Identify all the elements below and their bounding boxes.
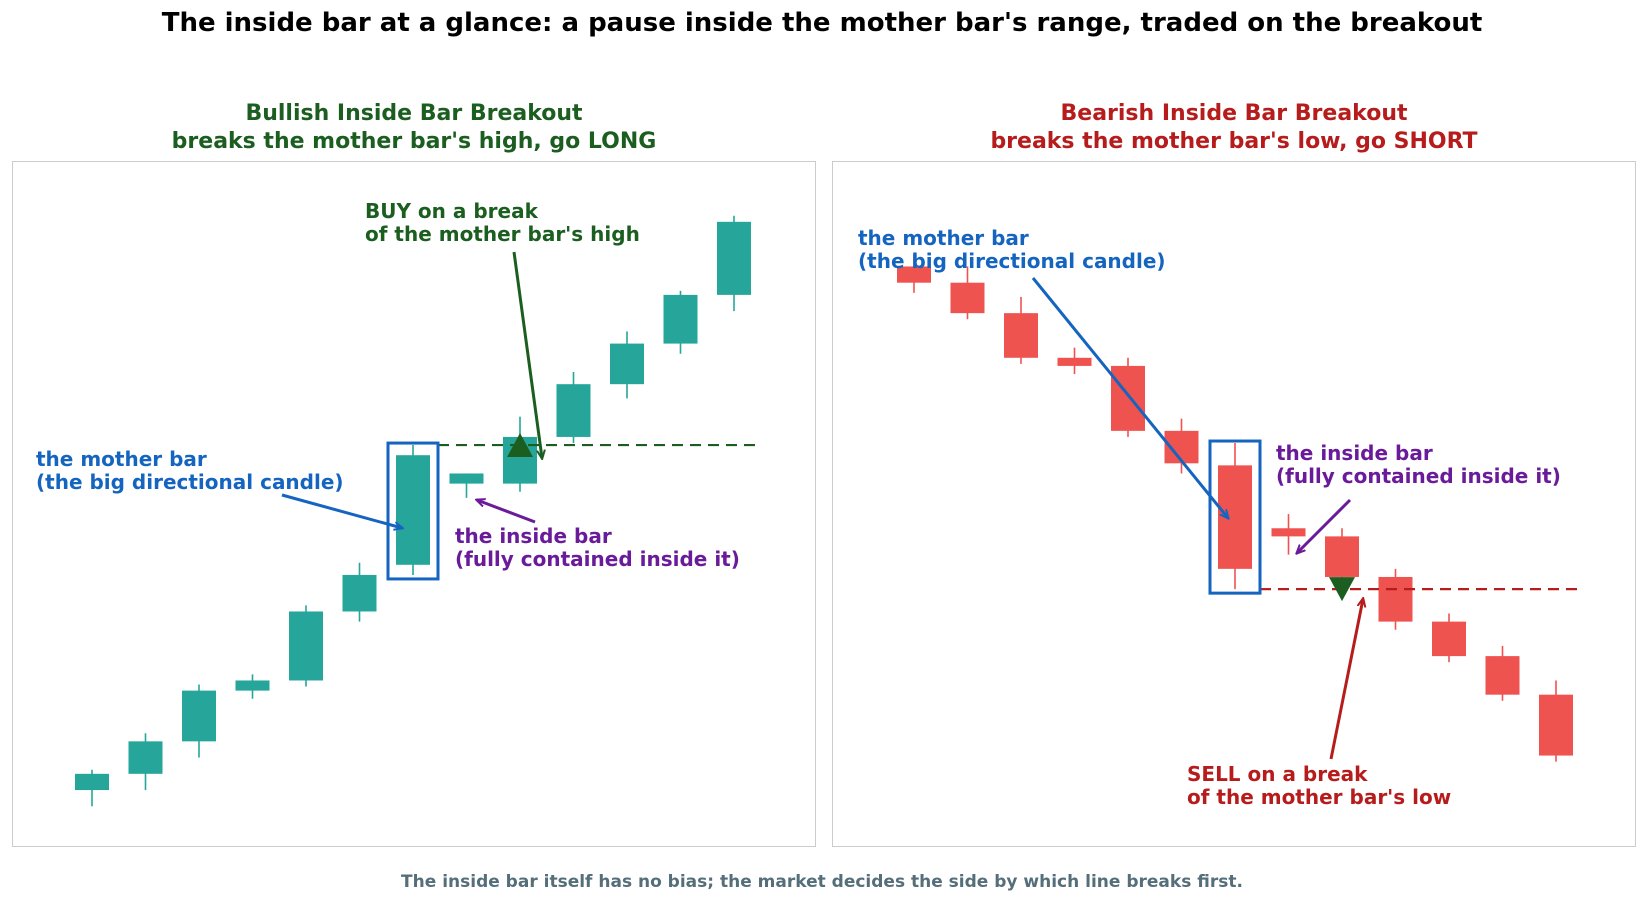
mother-bar-note-arrow: [281, 493, 402, 528]
bearish-subtitle-line: breaks the mother bar's low, go SHORT: [990, 129, 1478, 154]
buy-note-label-line: of the mother bar's high: [365, 222, 640, 246]
candle-body: [1271, 528, 1306, 537]
bearish-panel-title: Bearish Inside Bar Breakout breaks the m…: [832, 100, 1636, 156]
sell-note-label: SELL on a break of the mother bar's low: [1187, 762, 1451, 809]
inside-bar-note-label-line: the inside bar: [455, 524, 612, 548]
candle-body: [128, 741, 163, 774]
bullish-subtitle-line: breaks the mother bar's high, go LONG: [171, 129, 657, 154]
candle-body: [717, 221, 751, 295]
buy-note-label-line: BUY on a break: [365, 199, 539, 223]
inside-bar-note-label-line: the inside bar: [1276, 441, 1433, 465]
signal-marker: [1329, 577, 1355, 602]
footnote: The inside bar itself has no bias; the m…: [401, 872, 1243, 892]
mother-bar-note-label-line: the mother bar: [36, 447, 207, 471]
candle-body: [396, 455, 430, 565]
signal-marker: [507, 433, 533, 458]
inside-bar-note-label: the inside bar (fully contained inside it…: [455, 524, 740, 571]
candle-body: [663, 294, 698, 344]
candle-body: [342, 574, 377, 612]
buy-note-arrow: [512, 251, 542, 458]
main-title: The inside bar at a glance: a pause insi…: [161, 8, 1483, 38]
inside-bar-note-arrow: [477, 500, 536, 524]
candle-body: [950, 282, 985, 314]
candle-body: [897, 266, 931, 283]
mother-bar-highlight: [386, 441, 440, 581]
mother-bar-highlight: [1208, 439, 1262, 595]
inside-bar-note-label-line: (fully contained inside it): [455, 547, 740, 571]
inside-bar-note-arrow: [1297, 498, 1352, 553]
bearish-chart: the mother bar (the big directional candl…: [858, 226, 1584, 809]
mother-bar-note-label-line: (the big directional candle): [858, 249, 1166, 273]
bullish-chart: the mother bar (the big directional candl…: [36, 199, 762, 807]
candle-body: [75, 773, 109, 791]
candle-body: [1218, 465, 1252, 569]
bullish-title-line: Bullish Inside Bar Breakout: [245, 101, 583, 126]
candle-body: [182, 690, 216, 742]
candle-body: [235, 680, 270, 691]
candle-body: [1378, 576, 1413, 622]
candle-body: [449, 473, 484, 484]
candle-body: [1004, 313, 1038, 358]
candle-body: [1432, 621, 1466, 657]
bullish-panel-frame: [12, 161, 816, 847]
candle-body: [1057, 357, 1092, 366]
inside-bar-note-label: the inside bar (fully contained inside it…: [1276, 441, 1561, 488]
buy-note-label: BUY on a break of the mother bar's high: [365, 199, 640, 246]
mother-bar-note-label: the mother bar (the big directional candl…: [36, 447, 344, 494]
candle-body: [556, 384, 591, 437]
sell-note-arrow: [1329, 599, 1363, 760]
mother-bar-note-label-line: the mother bar: [858, 226, 1029, 250]
inside-bar-note-label-line: (fully contained inside it): [1276, 464, 1561, 488]
candle-body: [1539, 694, 1573, 756]
sell-note-label-line: SELL on a break: [1187, 762, 1368, 786]
bearish-title-line: Bearish Inside Bar Breakout: [1060, 101, 1408, 126]
mother-bar-note-arrow: [1031, 277, 1228, 518]
mother-bar-note-label: the mother bar (the big directional candl…: [858, 226, 1166, 273]
candle-body: [1325, 536, 1359, 577]
candle-body: [289, 611, 323, 681]
candle-body: [1111, 365, 1145, 431]
mother-bar-note-label-line: (the big directional candle): [36, 470, 344, 494]
bullish-panel-title: Bullish Inside Bar Breakout breaks the m…: [12, 100, 816, 156]
candle-body: [610, 343, 644, 385]
bearish-panel-frame: [832, 161, 1636, 847]
candle-body: [1485, 656, 1520, 695]
sell-note-label-line: of the mother bar's low: [1187, 785, 1451, 809]
